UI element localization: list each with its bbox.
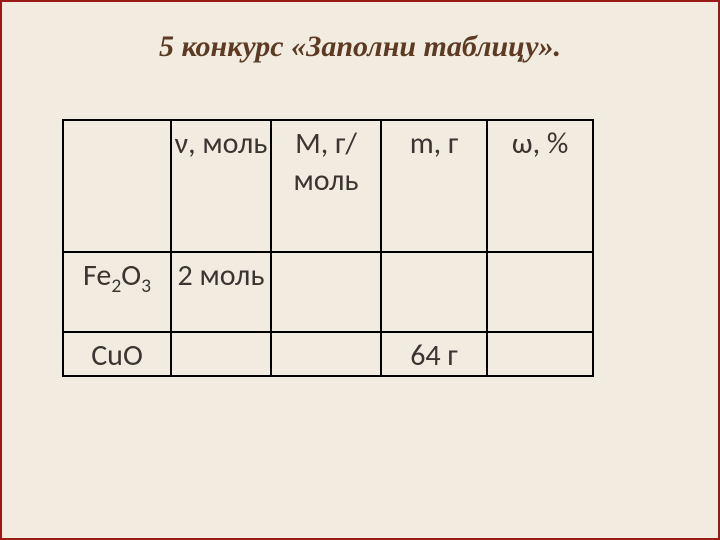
table-header-row: ν, моль М, г/моль m, г ω, % [63, 120, 593, 252]
header-omega: ω, % [487, 120, 593, 252]
cell-omega [487, 252, 593, 332]
header-molar-mass: М, г/моль [271, 120, 381, 252]
cell-molar-mass [271, 252, 381, 332]
cell-nu [171, 332, 271, 376]
cell-nu: 2 моль [171, 252, 271, 332]
header-mass: m, г [381, 120, 487, 252]
cell-molar-mass [271, 332, 381, 376]
table-row: Fe2O3 2 моль [63, 252, 593, 332]
cell-mass [381, 252, 487, 332]
cell-mass: 64 г [381, 332, 487, 376]
table-row: CuO 64 г [63, 332, 593, 376]
cell-omega [487, 332, 593, 376]
cell-compound: Fe2O3 [63, 252, 171, 332]
header-compound [63, 120, 171, 252]
cell-compound: CuO [63, 332, 171, 376]
chemistry-table-container: ν, моль М, г/моль m, г ω, % Fe2O3 2 моль… [62, 119, 718, 377]
page-title: 5 конкурс «Заполни таблицу». [2, 30, 718, 64]
chemistry-table: ν, моль М, г/моль m, г ω, % Fe2O3 2 моль… [62, 119, 594, 377]
header-nu: ν, моль [171, 120, 271, 252]
